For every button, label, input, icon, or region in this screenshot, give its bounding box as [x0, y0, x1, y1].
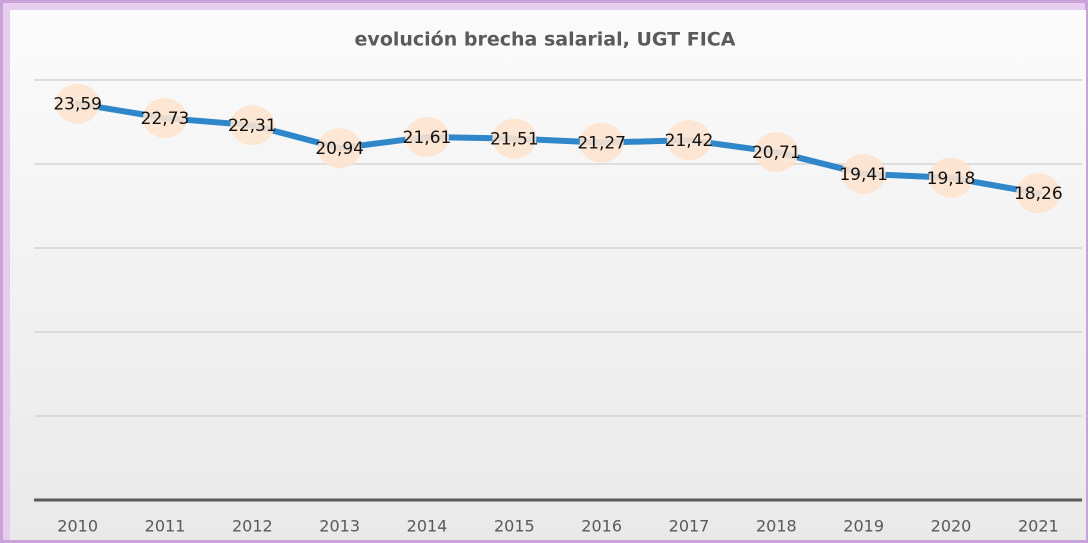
x-tick-label: 2019: [843, 517, 884, 536]
label-bubble: [667, 120, 711, 161]
data-label: 20,94: [315, 139, 364, 159]
label-bubble: [841, 153, 886, 194]
label-bubble: [143, 98, 187, 139]
label-bubble: [55, 83, 100, 124]
label-bubble: [317, 128, 362, 169]
data-label: 18,26: [1014, 184, 1063, 204]
label-bubble: [1016, 173, 1061, 214]
data-label: 22,31: [228, 116, 277, 136]
data-label: 19,18: [927, 169, 976, 189]
label-bubble: [754, 132, 799, 173]
data-label: 21,27: [577, 134, 626, 154]
data-label: 22,73: [141, 109, 190, 129]
x-tick-label: 2013: [319, 517, 360, 536]
data-label: 23,59: [53, 95, 102, 115]
x-tick-label: 2017: [669, 517, 710, 536]
x-tick-label: 2016: [581, 517, 622, 536]
x-tick-label: 2015: [494, 517, 535, 536]
chart-area: [10, 10, 1086, 540]
x-tick-label: 2010: [57, 517, 98, 536]
x-tick-label: 2018: [756, 517, 797, 536]
chart-title: evolución brecha salarial, UGT FICA: [355, 29, 736, 51]
label-bubble: [929, 157, 973, 198]
data-label: 19,41: [839, 165, 888, 185]
label-bubble: [230, 105, 275, 146]
x-tick-label: 2020: [931, 517, 972, 536]
label-bubble: [579, 122, 624, 163]
label-bubble: [405, 116, 449, 157]
data-label: 20,71: [752, 143, 801, 163]
data-label: 21,61: [403, 128, 452, 148]
x-tick-label: 2021: [1018, 517, 1059, 536]
label-bubble: [492, 118, 537, 159]
x-tick-label: 2012: [232, 517, 273, 536]
data-label: 21,51: [490, 130, 539, 150]
x-tick-label: 2011: [145, 517, 186, 536]
data-label: 21,42: [665, 131, 714, 151]
x-tick-label: 2014: [407, 517, 448, 536]
